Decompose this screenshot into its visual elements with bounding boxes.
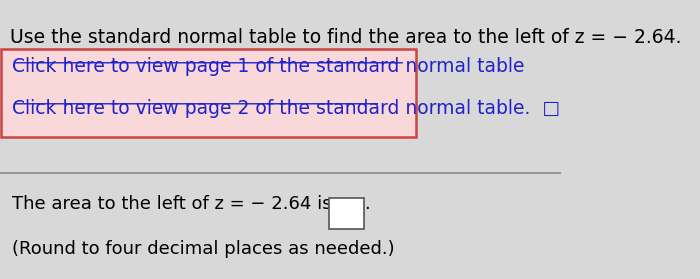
Text: (Round to four decimal places as needed.): (Round to four decimal places as needed.…: [13, 240, 395, 258]
FancyBboxPatch shape: [330, 198, 364, 229]
Text: .: .: [364, 195, 370, 213]
Text: Click here to view page 1 of the standard normal table: Click here to view page 1 of the standar…: [13, 57, 525, 76]
Text: Click here to view page 2 of the standard normal table.  □: Click here to view page 2 of the standar…: [13, 99, 561, 118]
FancyBboxPatch shape: [1, 49, 416, 137]
Text: Use the standard normal table to find the area to the left of z = − 2.64.: Use the standard normal table to find th…: [10, 28, 682, 47]
Text: The area to the left of z = − 2.64 is: The area to the left of z = − 2.64 is: [13, 195, 332, 213]
